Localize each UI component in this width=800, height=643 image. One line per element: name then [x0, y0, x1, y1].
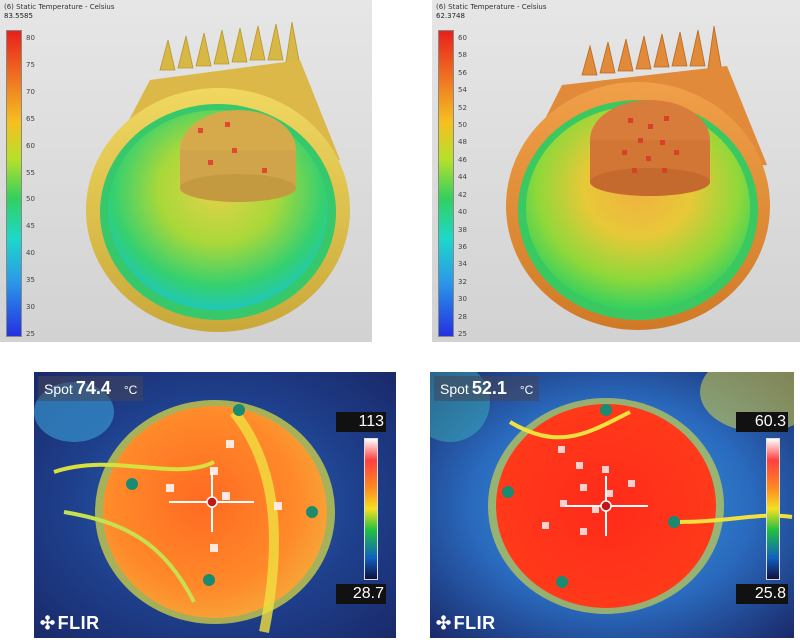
scale-title: (6) Static Temperature - Celsius — [436, 3, 547, 11]
scale-tick-label: 58 — [458, 51, 467, 60]
scale-title: (6) Static Temperature - Celsius — [4, 3, 115, 11]
scale-tick-label: 35 — [26, 276, 35, 285]
flir-logo: ✣ FLIR — [40, 613, 100, 633]
thermal-color-bar — [364, 438, 378, 580]
flir-logo-icon: ✣ — [40, 613, 56, 633]
scale-tick-label: 80 — [26, 34, 35, 42]
spot-value: 52.1 — [471, 378, 507, 398]
scale-tick-label: 50 — [26, 195, 35, 204]
thermal-scale-max: 113 — [336, 412, 386, 432]
spot-label: Spot — [44, 381, 73, 397]
scale-tick-label: 40 — [458, 208, 467, 217]
scale-tick-label: 42 — [458, 190, 467, 199]
scale-tick-label: 56 — [458, 68, 467, 77]
flir-logo-icon: ✣ — [436, 613, 452, 633]
scale-tick-label: 54 — [458, 86, 467, 95]
thermal-scale-min: 25.8 — [736, 584, 788, 604]
scale-tick-label: 38 — [458, 225, 467, 234]
scale-tick-label: 36 — [458, 242, 467, 251]
scale-tick-label: 50 — [458, 121, 467, 130]
thermal-scale: 60.3 25.8 — [736, 412, 788, 612]
spot-value: 74.4 — [75, 378, 111, 398]
scale-tick-label: 34 — [458, 260, 467, 269]
scale-tick-label: 55 — [26, 168, 35, 177]
scale-tick-label: 32 — [458, 277, 467, 286]
flir-logo: ✣ FLIR — [436, 613, 496, 633]
scale-tick-label: 44 — [458, 173, 467, 182]
scale-tick-label: 65 — [26, 114, 35, 123]
spot-readout: Spot 52.1 °C — [434, 376, 540, 401]
scale-tick-label: 75 — [26, 60, 35, 69]
thermal-color-bar — [766, 438, 780, 580]
heatsink-model-right — [506, 25, 770, 330]
thermal-scale: 113 28.7 — [336, 412, 386, 612]
scale-max-value: 83.5585 — [4, 12, 33, 20]
scale-tick-label: 60 — [458, 34, 467, 42]
scale-tick-label: 28 — [458, 312, 467, 321]
simulation-panel-left: (6) Static Temperature - Celsius 83.5585… — [0, 0, 372, 342]
thermal-image-left: Spot 74.4 °C 113 28.7 ✣ FLIR — [34, 372, 396, 638]
thermal-scale-max: 60.3 — [736, 412, 788, 432]
scale-tick-label: 48 — [458, 138, 467, 147]
scale-tick-label: 70 — [26, 87, 35, 96]
scale-max-value: 62.3748 — [436, 12, 465, 20]
thermal-scale-min: 28.7 — [336, 584, 386, 604]
scale-tick-label: 25 — [458, 330, 467, 338]
scale-tick-label: 60 — [26, 141, 35, 150]
simulation-panel-right: (6) Static Temperature - Celsius 62.3748… — [432, 0, 800, 342]
spot-readout: Spot 74.4 °C — [38, 376, 144, 401]
heatsink-model-left — [86, 21, 350, 332]
scale-tick-label: 40 — [26, 249, 35, 258]
scale-tick-label: 52 — [458, 103, 467, 112]
scale-tick-label: 46 — [458, 155, 467, 164]
temperature-color-bar — [6, 30, 22, 337]
scale-tick-label: 30 — [458, 295, 467, 304]
scale-tick-label: 30 — [26, 303, 35, 312]
thermal-image-right: Spot 52.1 °C 60.3 25.8 ✣ FLIR — [430, 372, 794, 638]
spot-unit: °C — [519, 383, 534, 397]
scale-tick-label: 25 — [26, 330, 35, 338]
temperature-color-bar — [438, 30, 454, 337]
scale-tick-label: 45 — [26, 222, 35, 231]
spot-label: Spot — [440, 381, 469, 397]
thermal-scene — [34, 372, 396, 638]
spot-unit: °C — [123, 383, 138, 397]
thermal-scene — [430, 372, 794, 638]
